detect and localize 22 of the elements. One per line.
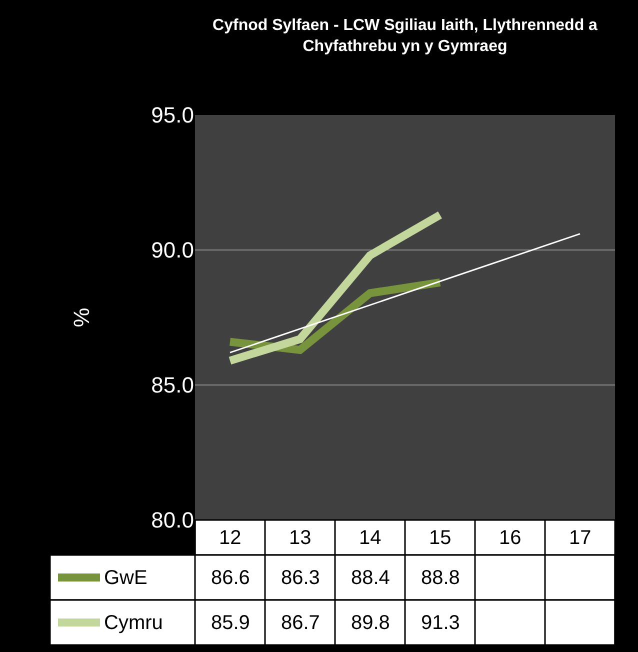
y-tick-label: 85.0 [151,372,194,398]
x-tick-label: 15 [429,527,452,549]
chart-title: Cyfnod Sylfaen - LCW Sgiliau Iaith, Llythrennedd a Chyfathrebu yn y Gymraeg [212,17,598,55]
x-tick-label: 14 [359,527,382,549]
x-tick-label: 12 [219,527,242,549]
data-label: 88.8 [421,567,460,589]
legend-label: GwE [104,567,148,589]
data-label: 86.7 [281,612,320,634]
data-label: 91.3 [421,612,460,634]
y-tick-label: 95.0 [151,102,194,128]
x-tick-label: 13 [289,527,312,549]
legend-label: Cymru [104,612,163,634]
y-axis-title: % [68,308,94,328]
data-label: 88.4 [351,567,390,589]
y-tick-label: 90.0 [151,238,194,263]
data-label: 86.3 [281,567,320,589]
data-label: 86.6 [211,567,250,589]
x-tick-label: 16 [499,527,522,549]
data-label: 85.9 [211,612,250,634]
data-label: 89.8 [351,612,390,634]
x-tick-label: 17 [569,527,592,549]
y-tick-label: 80.0 [151,508,194,533]
